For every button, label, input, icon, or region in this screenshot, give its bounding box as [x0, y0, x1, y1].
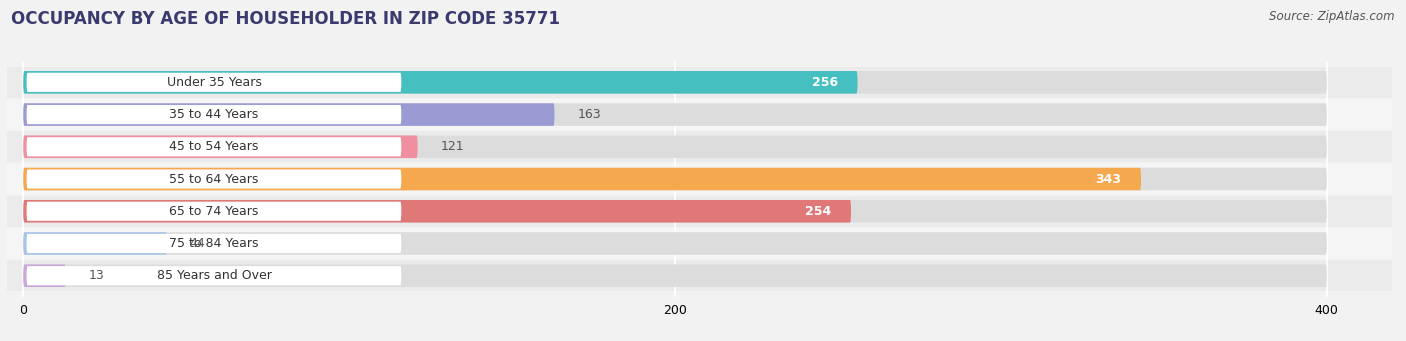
FancyBboxPatch shape [24, 71, 858, 94]
Text: 75 to 84 Years: 75 to 84 Years [169, 237, 259, 250]
FancyBboxPatch shape [7, 228, 1392, 259]
Text: 343: 343 [1095, 173, 1122, 186]
FancyBboxPatch shape [27, 266, 401, 285]
FancyBboxPatch shape [27, 234, 401, 253]
FancyBboxPatch shape [24, 264, 66, 287]
FancyBboxPatch shape [24, 168, 1142, 190]
Text: 163: 163 [578, 108, 600, 121]
FancyBboxPatch shape [24, 103, 554, 126]
FancyBboxPatch shape [7, 196, 1392, 227]
FancyBboxPatch shape [24, 264, 1327, 287]
FancyBboxPatch shape [24, 232, 167, 255]
FancyBboxPatch shape [24, 168, 1327, 190]
FancyBboxPatch shape [27, 202, 401, 221]
Text: 55 to 64 Years: 55 to 64 Years [169, 173, 259, 186]
Text: 13: 13 [89, 269, 104, 282]
FancyBboxPatch shape [7, 260, 1392, 291]
FancyBboxPatch shape [27, 73, 401, 92]
Text: 35 to 44 Years: 35 to 44 Years [169, 108, 259, 121]
FancyBboxPatch shape [24, 135, 418, 158]
FancyBboxPatch shape [24, 232, 1327, 255]
FancyBboxPatch shape [27, 169, 401, 189]
FancyBboxPatch shape [7, 99, 1392, 130]
Text: 256: 256 [811, 76, 838, 89]
FancyBboxPatch shape [24, 200, 851, 223]
FancyBboxPatch shape [7, 67, 1392, 98]
Text: Under 35 Years: Under 35 Years [166, 76, 262, 89]
Text: 44: 44 [190, 237, 205, 250]
FancyBboxPatch shape [27, 137, 401, 157]
Text: 65 to 74 Years: 65 to 74 Years [169, 205, 259, 218]
FancyBboxPatch shape [24, 135, 1327, 158]
FancyBboxPatch shape [7, 131, 1392, 162]
FancyBboxPatch shape [24, 103, 1327, 126]
Text: 121: 121 [440, 140, 464, 153]
FancyBboxPatch shape [24, 200, 1327, 223]
Text: 254: 254 [806, 205, 831, 218]
FancyBboxPatch shape [7, 164, 1392, 194]
FancyBboxPatch shape [24, 71, 1327, 94]
Text: OCCUPANCY BY AGE OF HOUSEHOLDER IN ZIP CODE 35771: OCCUPANCY BY AGE OF HOUSEHOLDER IN ZIP C… [11, 10, 560, 28]
Text: Source: ZipAtlas.com: Source: ZipAtlas.com [1270, 10, 1395, 23]
Text: 85 Years and Over: 85 Years and Over [156, 269, 271, 282]
Text: 45 to 54 Years: 45 to 54 Years [169, 140, 259, 153]
FancyBboxPatch shape [27, 105, 401, 124]
